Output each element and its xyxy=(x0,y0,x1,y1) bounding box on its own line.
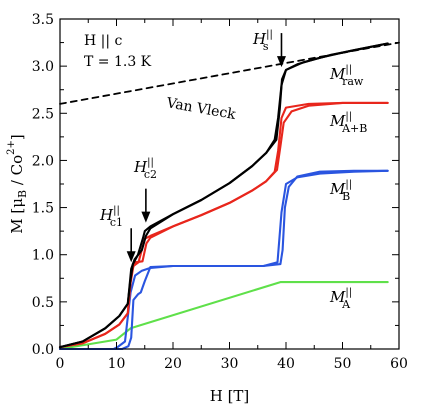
field-direction-label: H || c xyxy=(84,33,123,49)
m-b-down-sweep xyxy=(58,169,389,351)
y-tick-label: 2.5 xyxy=(32,106,54,122)
y-tick-label: 1.5 xyxy=(32,201,54,217)
y-tick-label: 3.5 xyxy=(32,12,54,28)
hc2-arrow-head xyxy=(141,211,151,223)
ticks-layer: 0 10 20 30 40 50 60 0.0 0.5 1.0 1.5 2.0 2.5 3.0 3.5 H [… xyxy=(6,12,408,405)
m-a-b-down-sweep xyxy=(58,101,389,349)
y-axis-title: M [μB / Co2+] xyxy=(6,134,29,234)
temperature-label: T = 1.3 K xyxy=(84,54,152,70)
hc1-arrow-head xyxy=(126,251,136,263)
hc2-label: H|| c2 xyxy=(133,157,157,181)
hc1-label: H|| c1 xyxy=(99,205,123,229)
m-a-up-sweep xyxy=(58,281,389,351)
x-tick-label: 10 xyxy=(108,356,126,372)
hs-label: H|| s xyxy=(252,29,273,53)
y-tick-label: 2.0 xyxy=(32,153,54,169)
x-tick-label: 40 xyxy=(277,356,295,372)
y-tick-label: 0.0 xyxy=(32,342,54,358)
m-raw-down-sweep xyxy=(58,42,389,349)
y-tick-label: 0.5 xyxy=(32,295,54,311)
x-tick-label: 60 xyxy=(390,356,408,372)
y-axis-title-group: M [μB / Co2+] xyxy=(6,134,29,234)
x-tick-label: 50 xyxy=(334,356,352,372)
m-b-series-label: M|| B xyxy=(329,179,352,203)
hs-arrow-head xyxy=(276,56,286,68)
m-a-series-label: M|| A xyxy=(329,287,352,311)
y-tick-label: 1.0 xyxy=(32,248,54,264)
m-a-b-series-label: M|| A+B xyxy=(329,111,367,135)
y-tick-label: 3.0 xyxy=(32,59,54,75)
x-tick-label: 20 xyxy=(164,356,182,372)
x-tick-label: 0 xyxy=(56,356,65,372)
series-layer xyxy=(58,41,400,351)
x-axis-title: H [T] xyxy=(210,387,250,405)
m-raw-series-label: M|| raw xyxy=(329,64,364,88)
x-tick-label: 30 xyxy=(221,356,239,372)
